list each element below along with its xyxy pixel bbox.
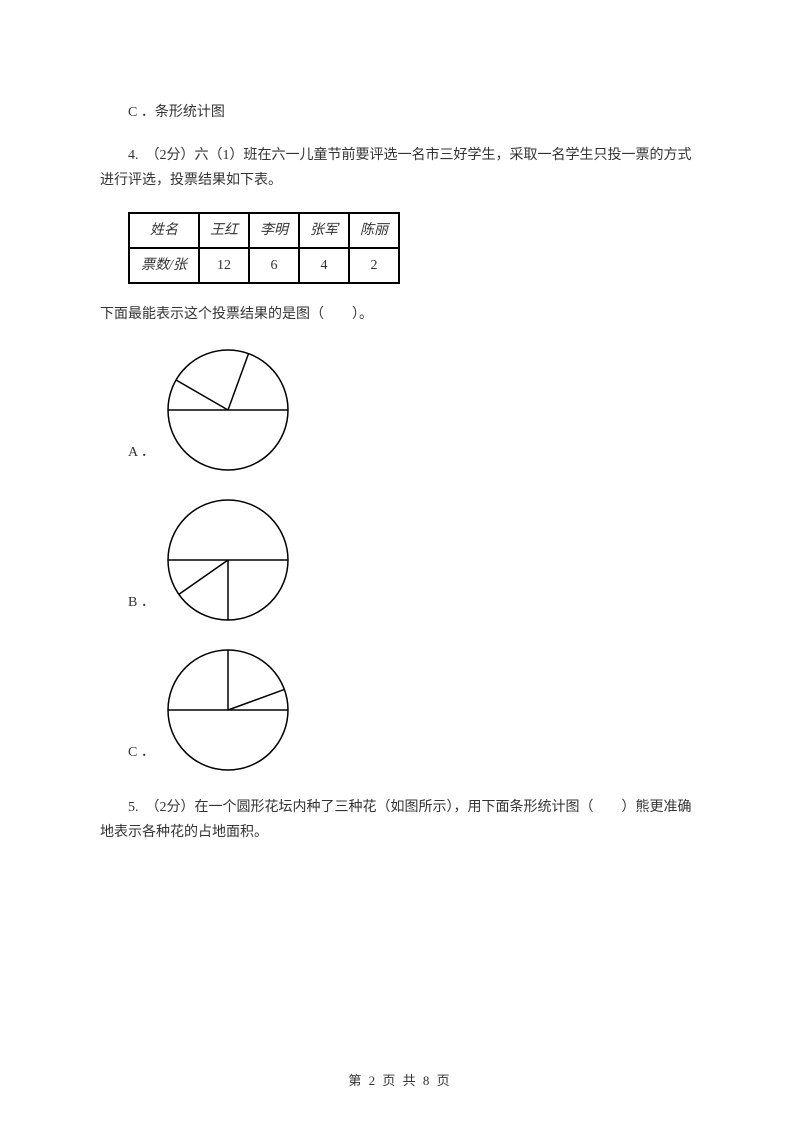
pie-c — [163, 645, 293, 775]
option-c-label: C ． — [128, 740, 155, 775]
page-footer: 第 2 页 共 8 页 — [0, 1069, 800, 1092]
table-val-3: 2 — [349, 248, 399, 283]
table-col-3: 陈丽 — [349, 213, 399, 248]
option-c-row: C ． — [128, 645, 700, 775]
q4-stem: 4. （2分）六（1）班在六一儿童节前要评选一名市三好学生，采取一名学生只投一票… — [100, 143, 700, 193]
table-col-0: 王红 — [199, 213, 249, 248]
table-row-label: 票数/张 — [129, 248, 199, 283]
option-b-row: B ． — [128, 495, 700, 625]
pie-b — [163, 495, 293, 625]
table-val-2: 4 — [299, 248, 349, 283]
option-a-label: A ． — [128, 440, 155, 475]
table-val-1: 6 — [249, 248, 299, 283]
pie-a — [163, 345, 293, 475]
q4-subtext: 下面最能表示这个投票结果的是图（ ）。 — [100, 302, 700, 327]
table-col-1: 李明 — [249, 213, 299, 248]
q5-stem: 5. （2分）在一个圆形花坛内种了三种花（如图所示），用下面条形统计图（ ）熊更… — [100, 795, 700, 845]
option-a-row: A ． — [128, 345, 700, 475]
table-header-label: 姓名 — [129, 213, 199, 248]
document-page: C ．条形统计图 4. （2分）六（1）班在六一儿童节前要评选一名市三好学生，采… — [0, 0, 800, 904]
table-val-0: 12 — [199, 248, 249, 283]
table-col-2: 张军 — [299, 213, 349, 248]
vote-table: 姓名 王红 李明 张军 陈丽 票数/张 12 6 4 2 — [128, 212, 700, 284]
q3-option-c: C ．条形统计图 — [100, 100, 700, 125]
option-b-label: B ． — [128, 590, 155, 625]
